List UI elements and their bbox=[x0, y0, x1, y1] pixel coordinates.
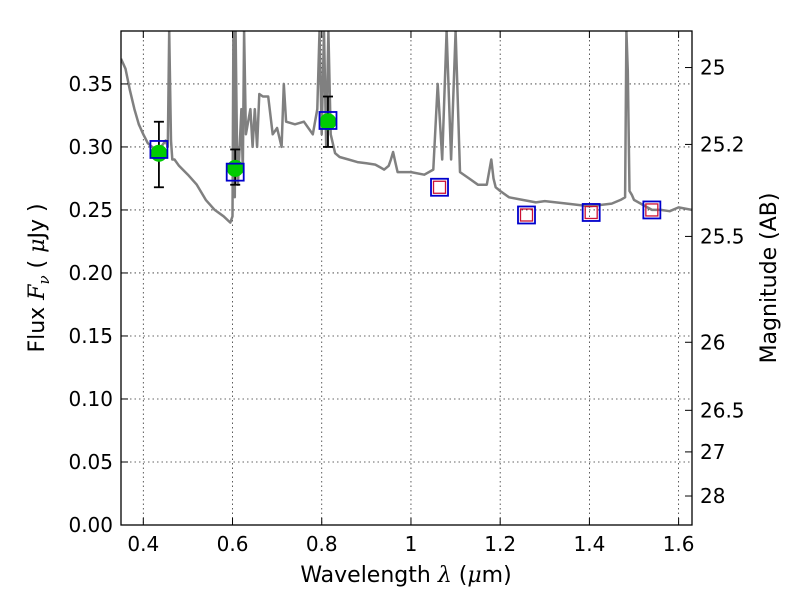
model-photometry-box bbox=[149, 140, 169, 159]
y-tick-label: 0.35 bbox=[68, 72, 113, 96]
model-photometry-box bbox=[517, 205, 536, 225]
predicted-point bbox=[645, 203, 659, 217]
predicted-points bbox=[432, 180, 659, 222]
y-tick-label: 0.15 bbox=[68, 324, 113, 348]
x-axis-ticks: 0.4 0.6 0.8 1 1.2 1.4 1.6 bbox=[127, 31, 695, 556]
right-tick-label: 25 bbox=[700, 56, 725, 80]
model-photometry-box bbox=[430, 177, 449, 197]
right-tick-label: 25.5 bbox=[700, 224, 745, 248]
observed-point bbox=[319, 113, 337, 131]
x-tick-label: 1.2 bbox=[484, 532, 516, 556]
predicted-point bbox=[432, 180, 447, 194]
y-tick-label: 0.25 bbox=[68, 198, 113, 222]
right-axis-ticks: 25 25.2 25.5 26 26.5 27 28 bbox=[685, 56, 745, 508]
x-tick-label: 0.4 bbox=[127, 532, 159, 556]
plot-area bbox=[121, 31, 692, 225]
x-tick-label: 1.6 bbox=[663, 532, 695, 556]
y-tick-label: 0.10 bbox=[68, 387, 113, 411]
model-photometry-boxes bbox=[149, 111, 662, 225]
predicted-point bbox=[584, 205, 598, 220]
model-photometry-box bbox=[318, 111, 338, 130]
y-axis-label: Flux Fν ( μJy ) bbox=[25, 203, 53, 352]
plot-frame bbox=[120, 30, 693, 526]
model-photometry-box bbox=[642, 200, 662, 220]
y-tick-label: 0.05 bbox=[68, 450, 113, 474]
x-tick-label: 1 bbox=[405, 532, 418, 556]
right-tick-label: 26.5 bbox=[700, 398, 745, 422]
predicted-point bbox=[519, 208, 534, 222]
y-tick-label: 0.00 bbox=[68, 513, 113, 537]
x-axis-label: Wavelength λ (μm) bbox=[300, 563, 511, 588]
model-photometry-box bbox=[581, 203, 601, 222]
right-tick-label: 25.2 bbox=[700, 132, 745, 156]
right-tick-label: 28 bbox=[700, 484, 725, 508]
x-tick-label: 0.8 bbox=[306, 532, 338, 556]
y-tick-label: 0.20 bbox=[68, 261, 113, 285]
x-tick-label: 1.4 bbox=[573, 532, 605, 556]
right-tick-label: 27 bbox=[700, 440, 725, 464]
y-tick-label: 0.30 bbox=[68, 135, 113, 159]
right-axis-label: Magnitude (AB) bbox=[757, 193, 782, 364]
right-tick-label: 26 bbox=[700, 330, 725, 354]
model-photometry-box bbox=[225, 162, 245, 182]
y-axis-ticks: 0.00 0.05 0.10 0.15 0.20 0.25 0.30 0.35 bbox=[68, 72, 128, 537]
x-tick-label: 0.6 bbox=[217, 532, 249, 556]
model-spectrum-line bbox=[121, 31, 692, 224]
